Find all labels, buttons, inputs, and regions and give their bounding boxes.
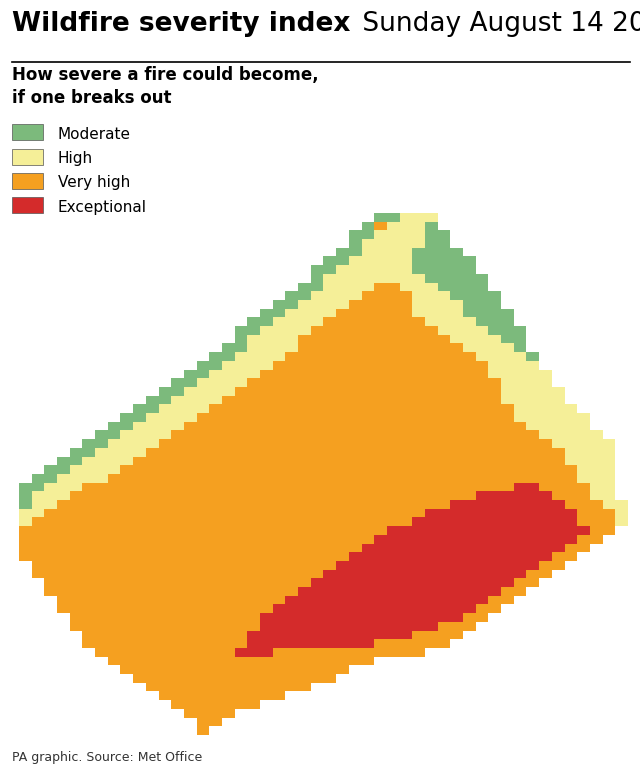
Text: Moderate: Moderate <box>58 127 131 142</box>
Text: Exceptional: Exceptional <box>58 200 147 214</box>
Bar <box>12 149 43 165</box>
Text: Sunday August 14 2022: Sunday August 14 2022 <box>354 12 640 37</box>
Bar <box>12 125 43 140</box>
Bar <box>12 197 43 214</box>
Text: High: High <box>58 151 93 166</box>
Text: Wildfire severity index: Wildfire severity index <box>12 12 350 37</box>
Text: How severe a fire could become,
if one breaks out: How severe a fire could become, if one b… <box>12 66 318 107</box>
Text: Very high: Very high <box>58 176 130 190</box>
Bar <box>12 173 43 189</box>
Text: PA graphic. Source: Met Office: PA graphic. Source: Met Office <box>12 752 202 765</box>
